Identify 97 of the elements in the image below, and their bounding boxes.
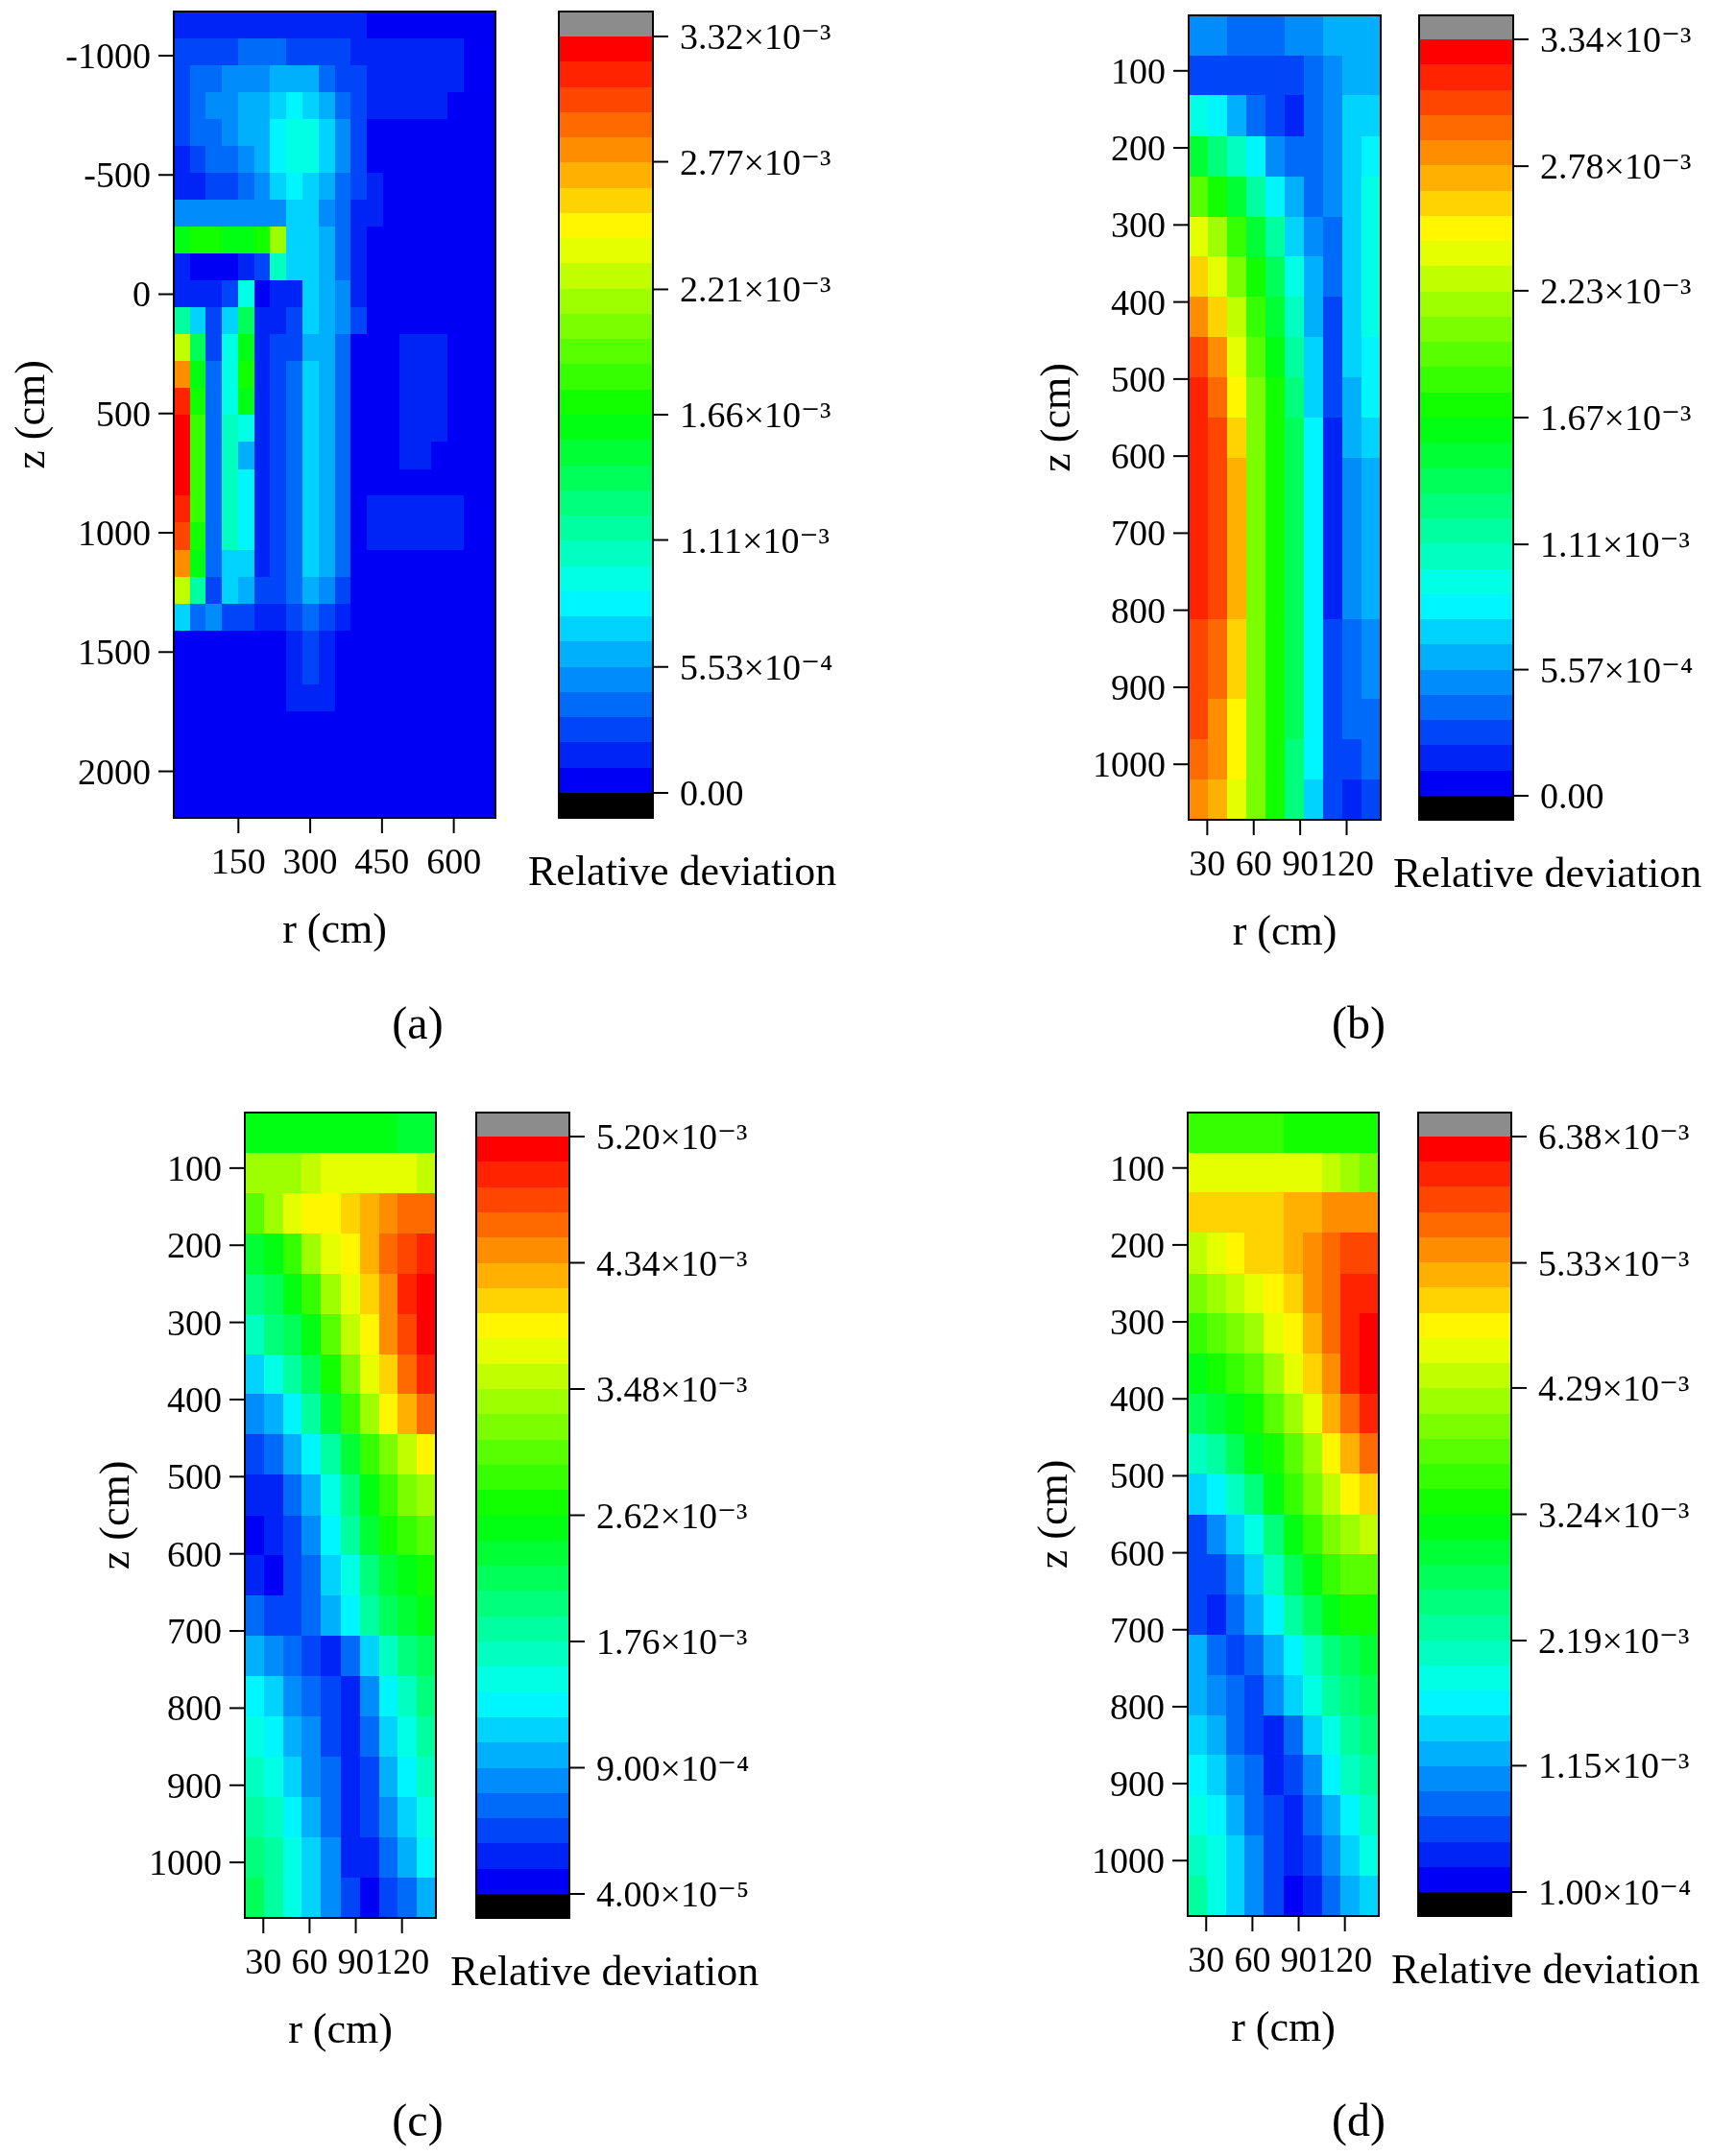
color-bar-label: 4.34×10⁻³ [596, 1242, 748, 1283]
y-tick-label: 1000 [78, 513, 151, 554]
x-tick-label: 90 [337, 1941, 374, 1981]
y-tick-label: 1000 [149, 1842, 222, 1883]
x-tick-label: 150 [210, 841, 266, 881]
color-bar-label: 0.00 [680, 773, 744, 813]
color-bar-title: Relative deviation [528, 848, 837, 895]
text: (a) [392, 997, 444, 1049]
color-bar-label: 2.23×10⁻³ [1540, 270, 1692, 311]
color-bar-label: 9.00×10⁻⁴ [596, 1747, 750, 1788]
color-bar-label: 1.11×10⁻³ [1540, 524, 1690, 565]
y-tick-label: -1000 [65, 35, 151, 76]
color-bar-title: Relative deviation [1391, 1946, 1700, 1993]
color-bar-label: 0.00 [1540, 776, 1604, 816]
color-bar-label: 3.34×10⁻³ [1540, 19, 1692, 60]
color-bar-label: 1.11×10⁻³ [680, 519, 830, 561]
y-tick-label: 500 [1110, 1455, 1165, 1497]
y-tick-label: 200 [1110, 1224, 1165, 1265]
y-tick-label: 600 [1110, 1532, 1165, 1573]
y-tick-label: 1500 [78, 632, 151, 673]
y-tick-label: 100 [167, 1147, 222, 1188]
color-bar-label: 1.66×10⁻³ [680, 395, 831, 435]
y-tick-label: 2000 [78, 751, 151, 792]
y-tick-label: -500 [84, 155, 151, 196]
color-bar-label: 2.21×10⁻³ [680, 269, 831, 310]
text: (c) [392, 2095, 444, 2146]
x-tick-label: 120 [1319, 843, 1375, 883]
color-bar-label: 1.00×10⁻⁴ [1538, 1872, 1692, 1912]
y-tick-label: 800 [1111, 589, 1166, 631]
y-axis-title: z (cm) [1031, 363, 1079, 472]
y-tick-label: 100 [1110, 1147, 1165, 1188]
y-tick-label: 900 [1110, 1763, 1165, 1805]
y-tick-label: 700 [167, 1611, 222, 1652]
y-tick-label: 700 [1111, 513, 1166, 554]
y-tick-label: 700 [1110, 1609, 1165, 1650]
y-tick-label: 1000 [1092, 1840, 1165, 1881]
color-bar-label: 2.62×10⁻³ [596, 1495, 748, 1536]
x-tick-label: 60 [1234, 1939, 1271, 1979]
color-bar-label: 1.67×10⁻³ [1540, 397, 1692, 438]
y-axis-title: z (cm) [1028, 1459, 1076, 1569]
y-tick-label: 300 [1110, 1302, 1165, 1343]
y-tick-label: 400 [1111, 281, 1166, 323]
text: (d) [1332, 2095, 1386, 2146]
x-axis-title: r (cm) [1232, 907, 1337, 954]
color-bar-label: 1.15×10⁻³ [1538, 1745, 1690, 1786]
x-tick-label: 120 [374, 1941, 430, 1981]
color-bar-label: 2.78×10⁻³ [1540, 146, 1692, 187]
color-bar-label: 1.76×10⁻³ [596, 1621, 748, 1662]
y-tick-label: 500 [167, 1456, 222, 1497]
y-tick-label: 800 [1110, 1686, 1165, 1727]
x-tick-label: 120 [1317, 1939, 1373, 1979]
y-tick-label: 900 [167, 1764, 222, 1806]
y-tick-label: 1000 [1093, 744, 1166, 785]
y-tick-label: 800 [167, 1688, 222, 1729]
x-tick-label: 450 [354, 841, 410, 881]
color-bar-title: Relative deviation [1393, 850, 1702, 897]
x-tick-label: 90 [1280, 1939, 1317, 1979]
x-tick-label: 60 [291, 1941, 328, 1981]
y-tick-label: 600 [1111, 436, 1166, 477]
color-bar-label: 5.33×10⁻³ [1538, 1242, 1690, 1283]
color-bar-label: 5.53×10⁻⁴ [680, 646, 833, 687]
y-tick-label: 400 [1110, 1378, 1165, 1420]
x-tick-label: 600 [426, 841, 482, 881]
x-tick-label: 30 [1189, 843, 1226, 883]
color-bar-label: 5.20×10⁻³ [596, 1116, 748, 1157]
x-axis-title: r (cm) [1231, 2003, 1336, 2050]
y-tick-label: 0 [133, 274, 151, 315]
y-tick-label: 100 [1111, 50, 1166, 91]
y-tick-label: 300 [1111, 204, 1166, 246]
x-tick-label: 300 [282, 841, 338, 881]
color-bar-label: 3.48×10⁻³ [596, 1369, 748, 1409]
x-axis-title: r (cm) [282, 905, 387, 952]
y-tick-label: 400 [167, 1378, 222, 1420]
y-axis-title: z (cm) [90, 1460, 138, 1570]
x-axis-title: r (cm) [288, 2005, 393, 2052]
color-bar-label: 2.77×10⁻³ [680, 141, 831, 182]
y-tick-label: 200 [1111, 128, 1166, 169]
color-bar-label: 4.00×10⁻⁵ [596, 1874, 750, 1914]
x-tick-label: 60 [1235, 843, 1272, 883]
y-tick-label: 200 [167, 1225, 222, 1266]
color-bar-label: 5.57×10⁻⁴ [1540, 649, 1694, 690]
text: (b) [1332, 997, 1386, 1049]
y-tick-label: 500 [96, 393, 151, 434]
x-tick-label: 30 [1188, 1939, 1225, 1979]
color-bar-label: 3.32×10⁻³ [680, 16, 831, 57]
color-bar-label: 3.24×10⁻³ [1538, 1494, 1690, 1535]
y-axis-title: z (cm) [6, 360, 54, 469]
y-tick-label: 600 [167, 1533, 222, 1574]
y-tick-label: 300 [167, 1302, 222, 1343]
x-tick-label: 90 [1282, 843, 1319, 883]
y-tick-label: 900 [1111, 666, 1166, 707]
x-tick-label: 30 [245, 1941, 282, 1981]
color-bar-title: Relative deviation [450, 1948, 759, 1995]
color-bar-label: 6.38×10⁻³ [1538, 1116, 1690, 1157]
color-bar-label: 4.29×10⁻³ [1538, 1367, 1690, 1408]
color-bar-label: 2.19×10⁻³ [1538, 1620, 1690, 1662]
y-tick-label: 500 [1111, 358, 1166, 399]
